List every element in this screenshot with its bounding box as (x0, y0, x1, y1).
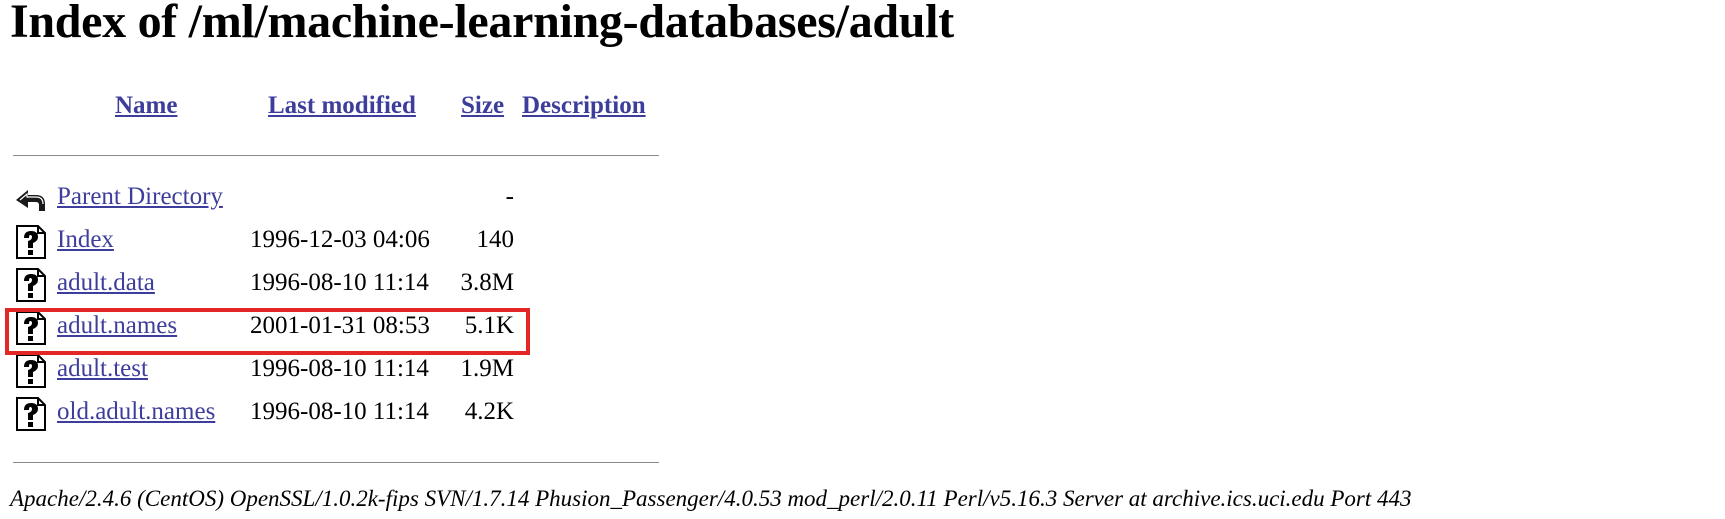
server-signature: Apache/2.4.6 (CentOS) OpenSSL/1.0.2k-fip… (10, 486, 1412, 511)
sort-by-last-modified-link[interactable]: Last modified (268, 92, 416, 119)
last-modified: 1996-12-03 04:06 (250, 226, 430, 253)
file-link[interactable]: adult.names (57, 312, 178, 339)
unknown-file-icon (14, 268, 48, 302)
last-modified: 1996-08-10 11:14 (250, 355, 429, 382)
last-modified: 1996-08-10 11:14 (250, 398, 429, 425)
unknown-file-icon (14, 397, 48, 431)
file-size: 1.9M (460, 355, 514, 382)
file-size: - (505, 183, 514, 210)
file-size: 140 (476, 226, 515, 253)
last-modified: 1996-08-10 11:14 (250, 269, 429, 296)
file-link[interactable]: Index (57, 226, 114, 253)
highlight-box (5, 308, 530, 355)
parent-directory-link[interactable]: Parent Directory (57, 183, 223, 210)
file-size: 3.8M (460, 269, 514, 296)
sort-by-description-link[interactable]: Description (522, 92, 646, 119)
page-title: Index of /ml/machine-learning-databases/… (10, 0, 954, 48)
unknown-file-icon (14, 354, 48, 388)
back-arrow-icon (14, 182, 48, 216)
unknown-file-icon (14, 311, 48, 345)
file-link[interactable]: adult.data (57, 269, 155, 296)
last-modified: 2001-01-31 08:53 (250, 312, 430, 339)
sort-by-name-link[interactable]: Name (115, 92, 178, 119)
file-link[interactable]: adult.test (57, 355, 148, 382)
unknown-file-icon (14, 225, 48, 259)
file-size: 4.2K (464, 398, 514, 425)
file-link[interactable]: old.adult.names (57, 398, 216, 425)
file-size: 5.1K (464, 312, 514, 339)
header-divider (13, 155, 659, 156)
sort-by-size-link[interactable]: Size (461, 92, 505, 119)
footer-divider (13, 462, 659, 463)
